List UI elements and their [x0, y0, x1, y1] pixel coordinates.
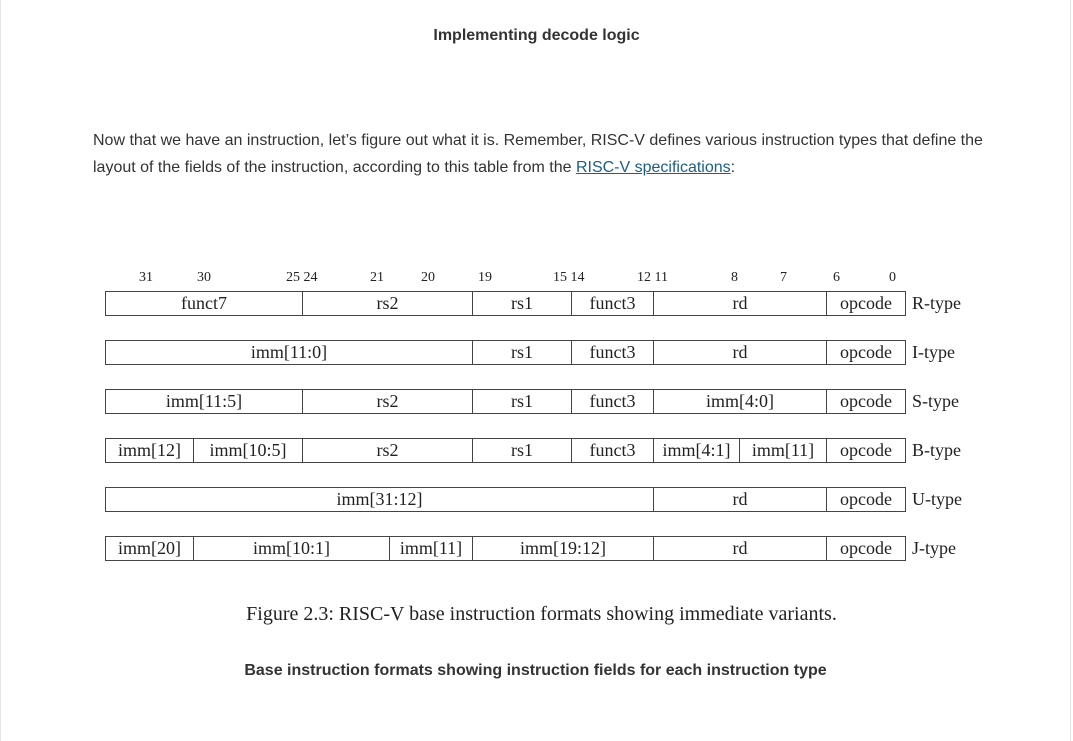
bit-number: 7 [780, 270, 787, 285]
field-cell: imm[4:1] [653, 439, 739, 462]
field-cell: rs2 [302, 292, 472, 315]
intro-text: Now that we have an instruction, let’s f… [93, 132, 983, 176]
format-row-b-type: imm[12] imm[10:5] rs2 rs1 funct3 imm[4:1… [105, 438, 906, 463]
field-cell: imm[10:5] [193, 439, 302, 462]
bit-number: 21 [370, 270, 384, 285]
page-title: Implementing decode logic [433, 27, 640, 44]
field-cell: imm[11] [389, 537, 472, 560]
field-cell: rd [653, 292, 826, 315]
field-cell: rs1 [472, 439, 571, 462]
field-cell: rs1 [472, 390, 571, 413]
field-cell: opcode [826, 439, 905, 462]
riscv-spec-link[interactable]: RISC-V specifications [575, 159, 731, 176]
bit-number: 25 24 [286, 270, 318, 285]
field-cell: imm[11:0] [250, 342, 328, 362]
field-cell: funct7 [181, 293, 227, 313]
format-row-r-type: funct7 rs2 rs1 funct3 rd opcode [105, 291, 906, 316]
intro-paragraph: Now that we have an instruction, let’s f… [93, 127, 993, 181]
field-cell: rs2 [302, 439, 472, 462]
type-divider [905, 340, 906, 365]
field-cell: rs2 [302, 390, 472, 413]
format-row-u-type: imm[31:12] rd opcode [105, 487, 906, 512]
bit-number: 19 [478, 270, 492, 285]
field-cell: imm[10:1] [193, 537, 389, 560]
figure-subcaption: Base instruction formats showing instruc… [244, 662, 827, 679]
bit-number: 8 [731, 270, 738, 285]
bit-number: 31 [139, 270, 153, 285]
intro-tail: : [730, 159, 736, 176]
format-row-j-type: imm[20] imm[10:1] imm[11] imm[19:12] rd … [105, 536, 906, 561]
field-cell: imm[19:12] [472, 537, 653, 560]
field-cell: rs1 [472, 341, 571, 364]
field-cell: opcode [826, 341, 905, 364]
field-cell: opcode [826, 390, 905, 413]
field-cell: imm[31:12] [336, 489, 423, 509]
type-label: J-type [912, 538, 956, 558]
figure-caption: Figure 2.3: RISC-V base instruction form… [246, 603, 837, 625]
field-cell: imm[4:0] [653, 390, 826, 413]
format-row-s-type: imm[11:5] rs2 rs1 funct3 imm[4:0] opcode [105, 389, 906, 414]
field-cell: funct3 [571, 292, 653, 315]
field-cell: funct3 [571, 439, 653, 462]
field-cell: funct3 [571, 390, 653, 413]
type-divider [905, 536, 906, 561]
field-cell: rd [653, 488, 826, 511]
field-cell: opcode [826, 488, 905, 511]
type-divider [905, 291, 906, 316]
type-divider [905, 487, 906, 512]
type-label: U-type [912, 489, 962, 509]
bit-number: 12 11 [637, 270, 668, 285]
field-cell: funct3 [571, 341, 653, 364]
field-cell: imm[11:5] [165, 391, 243, 411]
type-label: R-type [912, 293, 961, 313]
type-label: I-type [912, 342, 955, 362]
field-cell: rs1 [472, 292, 571, 315]
bit-number: 30 [197, 270, 211, 285]
field-cell: rd [653, 341, 826, 364]
type-label: S-type [912, 391, 959, 411]
bit-number: 0 [889, 270, 896, 285]
field-cell: opcode [826, 537, 905, 560]
field-cell: rd [653, 537, 826, 560]
type-divider [905, 389, 906, 414]
bit-number: 6 [833, 270, 840, 285]
field-cell: imm[11] [739, 439, 826, 462]
bit-number: 20 [421, 270, 435, 285]
field-cell: opcode [826, 292, 905, 315]
field-cell: imm[12] [118, 440, 181, 460]
bit-number: 15 14 [553, 270, 585, 285]
type-label: B-type [912, 440, 961, 460]
type-divider [905, 438, 906, 463]
field-cell: imm[20] [118, 538, 181, 558]
format-row-i-type: imm[11:0] rs1 funct3 rd opcode [105, 340, 906, 365]
